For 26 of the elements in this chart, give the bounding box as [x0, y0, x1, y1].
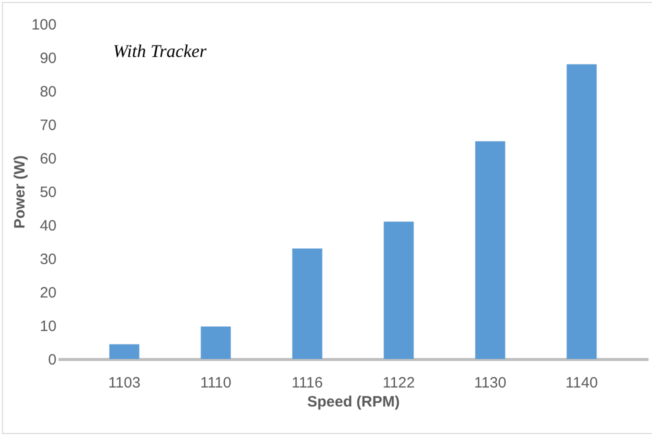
bar	[475, 141, 506, 359]
y-tick-label: 90	[40, 50, 56, 67]
y-tick-label: 50	[40, 184, 56, 201]
y-tick-label: 0	[48, 352, 56, 368]
y-tick-label: 10	[40, 318, 56, 335]
x-tick-label: 1130	[474, 374, 506, 392]
y-tick-label: 40	[40, 218, 56, 234]
x-tick-label: 1140	[566, 374, 598, 392]
y-tick-label: 100	[31, 16, 56, 34]
x-tick-label: 1103	[108, 374, 140, 392]
y-axis-title: Power (W)	[11, 155, 28, 229]
x-tick-label: 1116	[292, 374, 323, 392]
annotation: With Tracker	[113, 41, 208, 61]
x-axis-title: Speed (RPM)	[307, 394, 400, 410]
bar	[200, 326, 231, 359]
y-tick-label: 30	[40, 251, 56, 268]
y-tick-label: 60	[40, 150, 56, 168]
x-tick-label: 1110	[200, 374, 232, 392]
y-tick-label: 80	[40, 84, 56, 100]
x-tick-label: 1122	[382, 374, 415, 392]
bar	[292, 248, 322, 359]
bar	[384, 222, 414, 359]
y-tick-label: 70	[40, 117, 56, 134]
bar	[566, 64, 597, 359]
y-tick-label: 20	[40, 284, 56, 302]
bar	[109, 344, 140, 359]
